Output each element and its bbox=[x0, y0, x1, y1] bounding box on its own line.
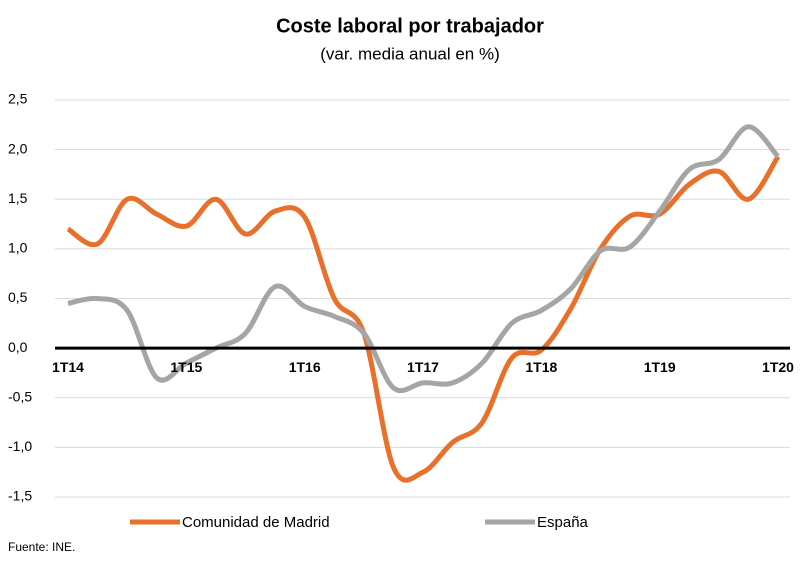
series-line bbox=[67, 124, 780, 394]
x-tick-label: 1T19 bbox=[644, 359, 676, 375]
x-tick-label: 1T18 bbox=[525, 359, 557, 375]
legend-label: Comunidad de Madrid bbox=[182, 514, 330, 531]
x-tick-label: 1T15 bbox=[170, 359, 202, 375]
legend-label: España bbox=[537, 514, 589, 531]
chart-title: Coste laboral por trabajador bbox=[276, 15, 544, 37]
y-tick-label: 1,5 bbox=[8, 190, 28, 206]
y-tick-label: 0,5 bbox=[8, 289, 28, 305]
x-tick-label: 1T14 bbox=[52, 359, 84, 375]
x-tick-label: 1T20 bbox=[762, 359, 794, 375]
x-tick-label: 1T16 bbox=[289, 359, 321, 375]
source-note: Fuente: INE. bbox=[8, 540, 75, 554]
y-tick-label: 1,0 bbox=[8, 240, 28, 256]
series-line bbox=[66, 155, 781, 483]
y-tick-label: -1,5 bbox=[8, 488, 32, 504]
y-tick-label: -1,0 bbox=[8, 438, 32, 454]
x-tick-label: 1T17 bbox=[407, 359, 439, 375]
y-tick-label: 2,0 bbox=[8, 140, 28, 156]
y-tick-label: 0,0 bbox=[8, 339, 28, 355]
y-tick-label: 2,5 bbox=[8, 91, 28, 107]
y-tick-label: -0,5 bbox=[8, 388, 32, 404]
chart-subtitle: (var. media anual en %) bbox=[320, 44, 500, 63]
